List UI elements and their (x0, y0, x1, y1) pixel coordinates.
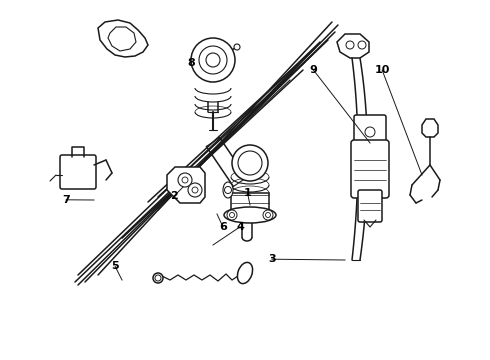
Circle shape (346, 41, 354, 49)
Text: 8: 8 (187, 58, 195, 68)
Text: 1: 1 (244, 188, 251, 198)
Circle shape (266, 212, 270, 217)
Text: 9: 9 (310, 65, 318, 75)
Circle shape (365, 127, 375, 137)
Circle shape (224, 186, 231, 194)
Text: 4: 4 (236, 222, 244, 232)
Circle shape (227, 210, 237, 220)
Polygon shape (108, 27, 136, 51)
Text: 5: 5 (111, 261, 119, 271)
Polygon shape (337, 34, 369, 58)
Text: 7: 7 (62, 195, 70, 205)
FancyBboxPatch shape (358, 190, 382, 222)
Polygon shape (422, 119, 438, 137)
Circle shape (358, 41, 366, 49)
Circle shape (229, 212, 235, 217)
Text: 6: 6 (219, 222, 227, 232)
Ellipse shape (153, 273, 163, 283)
Bar (231, 193, 269, 215)
Circle shape (188, 183, 202, 197)
Circle shape (238, 151, 262, 175)
Circle shape (234, 44, 240, 50)
FancyBboxPatch shape (354, 115, 386, 149)
Circle shape (206, 53, 220, 67)
Circle shape (232, 145, 268, 181)
Text: 10: 10 (374, 65, 390, 75)
Circle shape (178, 173, 192, 187)
FancyBboxPatch shape (351, 140, 389, 198)
Text: 3: 3 (268, 254, 276, 264)
Circle shape (155, 275, 161, 281)
Circle shape (191, 38, 235, 82)
FancyBboxPatch shape (60, 155, 96, 189)
Polygon shape (167, 167, 205, 203)
Polygon shape (98, 20, 148, 57)
Circle shape (182, 177, 188, 183)
Ellipse shape (223, 182, 233, 198)
Circle shape (192, 187, 198, 193)
Text: 2: 2 (170, 191, 178, 201)
Ellipse shape (224, 207, 276, 223)
Ellipse shape (238, 262, 252, 284)
Circle shape (263, 210, 273, 220)
Circle shape (199, 46, 227, 74)
